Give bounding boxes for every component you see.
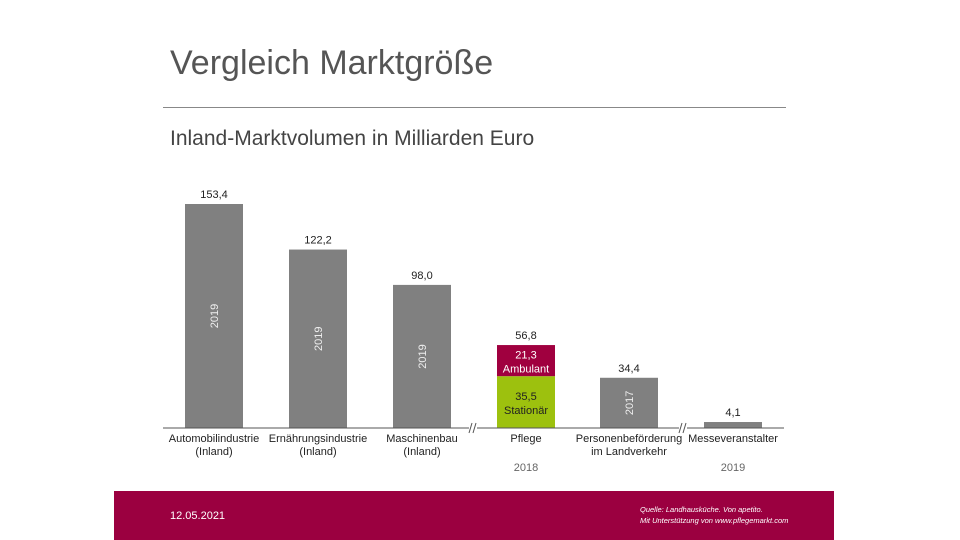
bar-value-label: 153,4 [200, 189, 228, 201]
footer-bar: 12.05.2021 Quelle: Landhausküche. Von ap… [114, 491, 834, 540]
category-label: Ernährungsindustrie [269, 433, 367, 445]
segment-value-label: 21,3 [515, 350, 536, 362]
axis-break-mark [472, 422, 477, 434]
footer-source: Quelle: Landhausküche. Von apetito. Mit … [640, 504, 788, 526]
bar [600, 377, 658, 428]
category-label: Maschinenbau [386, 433, 458, 445]
slide-title: Vergleich Marktgröße [170, 44, 494, 82]
bar-value-label: 56,8 [515, 330, 536, 342]
title-divider [163, 107, 786, 108]
bar [289, 249, 347, 428]
bar-year-label: 2019 [209, 304, 221, 328]
chart-subtitle: Inland-Marktvolumen in Milliarden Euro [170, 127, 535, 150]
category-label: Messeveranstalter [688, 433, 778, 445]
footer-date: 12.05.2021 [170, 510, 226, 522]
source-line-2: Mit Unterstützung von www.pflegemarkt.co… [640, 516, 789, 525]
bar-value-label: 98,0 [411, 270, 432, 282]
bar [393, 284, 451, 428]
source-line-1: Quelle: Landhausküche. Von apetito. [640, 505, 763, 514]
year-label: 2019 [721, 462, 745, 474]
category-label: (Inland) [299, 446, 336, 458]
bar-year-label: 2019 [417, 344, 429, 368]
category-label: Automobilindustrie [169, 433, 260, 445]
bar-segment-ambulant [497, 345, 555, 377]
segment-value-label: 35,5 [515, 391, 536, 403]
category-label: Personenbeförderung [576, 433, 682, 445]
bar-value-label: 34,4 [618, 363, 639, 375]
bar-value-label: 122,2 [304, 235, 332, 247]
bar-chart: 153,42019Automobilindustrie(Inland)122,2… [163, 189, 784, 474]
bar-segment-stationär [497, 376, 555, 428]
category-label: im Landverkehr [591, 446, 667, 458]
bar-value-label: 4,1 [725, 407, 740, 419]
axis-break-mark [678, 422, 683, 434]
category-label: Pflege [510, 433, 541, 445]
year-label: 2018 [514, 462, 538, 474]
bar-year-label: 2017 [624, 391, 636, 415]
bar [704, 422, 762, 428]
axis-break-gap [679, 423, 687, 433]
segment-name-label: Stationär [504, 405, 548, 417]
category-label: (Inland) [195, 446, 232, 458]
bar [185, 204, 243, 428]
bar-year-label: 2019 [313, 327, 325, 351]
category-label: (Inland) [403, 446, 440, 458]
axis-break-gap [469, 423, 477, 433]
axis-break-mark [468, 422, 473, 434]
segment-name-label: Ambulant [503, 364, 549, 376]
axis-break-mark [682, 422, 687, 434]
